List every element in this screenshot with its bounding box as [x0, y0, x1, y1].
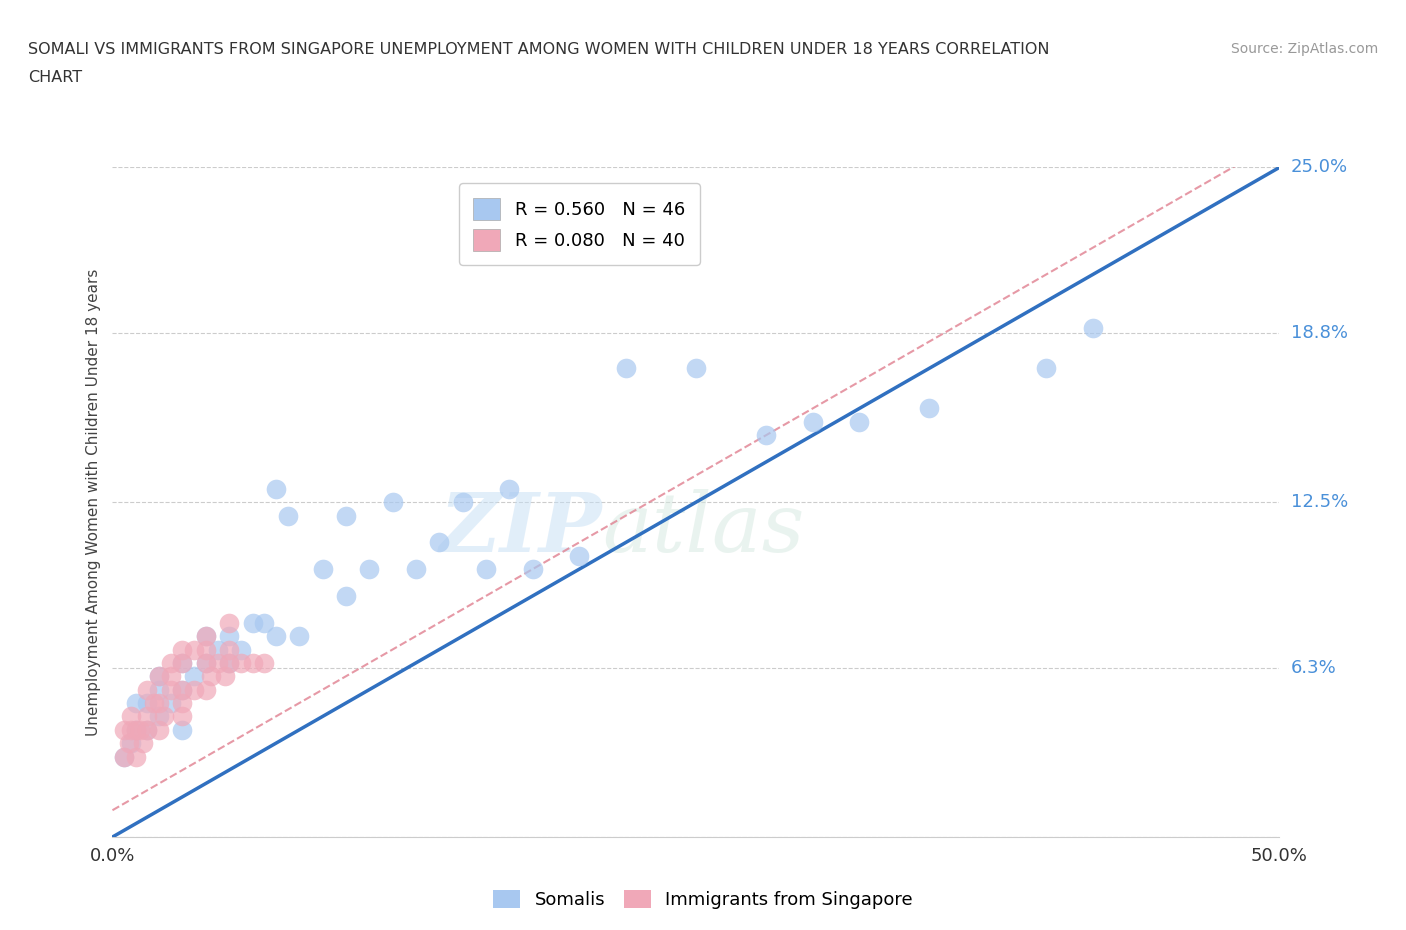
- Point: [264, 482, 287, 497]
- Text: 25.0%: 25.0%: [1291, 158, 1348, 177]
- Point: [218, 656, 240, 671]
- Point: [288, 629, 311, 644]
- Point: [112, 750, 135, 764]
- Point: [125, 723, 148, 737]
- Point: [229, 656, 252, 671]
- Point: [129, 723, 152, 737]
- Point: [229, 642, 252, 657]
- Point: [381, 495, 404, 510]
- Point: [276, 508, 298, 523]
- Text: 6.3%: 6.3%: [1291, 659, 1336, 677]
- Point: [194, 656, 217, 671]
- Point: [125, 723, 148, 737]
- Point: [125, 696, 148, 711]
- Point: [183, 669, 205, 684]
- Point: [498, 482, 520, 497]
- Text: 18.8%: 18.8%: [1291, 325, 1347, 342]
- Point: [120, 723, 142, 737]
- Point: [405, 562, 427, 577]
- Point: [568, 549, 591, 564]
- Point: [148, 683, 170, 698]
- Text: Source: ZipAtlas.com: Source: ZipAtlas.com: [1230, 42, 1378, 56]
- Point: [136, 709, 159, 724]
- Point: [172, 683, 194, 698]
- Point: [475, 562, 498, 577]
- Text: 12.5%: 12.5%: [1291, 493, 1348, 512]
- Point: [136, 723, 159, 737]
- Point: [136, 723, 159, 737]
- Point: [160, 656, 183, 671]
- Point: [172, 656, 194, 671]
- Point: [118, 736, 141, 751]
- Point: [194, 629, 217, 644]
- Point: [148, 669, 170, 684]
- Point: [207, 642, 229, 657]
- Point: [120, 709, 142, 724]
- Text: SOMALI VS IMMIGRANTS FROM SINGAPORE UNEMPLOYMENT AMONG WOMEN WITH CHILDREN UNDER: SOMALI VS IMMIGRANTS FROM SINGAPORE UNEM…: [28, 42, 1050, 57]
- Point: [125, 750, 148, 764]
- Point: [148, 696, 170, 711]
- Point: [183, 683, 205, 698]
- Point: [264, 629, 287, 644]
- Point: [172, 642, 194, 657]
- Point: [451, 495, 474, 510]
- Point: [848, 415, 870, 430]
- Point: [148, 709, 170, 724]
- Point: [172, 656, 194, 671]
- Point: [194, 629, 217, 644]
- Text: atlas: atlas: [603, 489, 806, 569]
- Point: [218, 616, 240, 631]
- Point: [132, 736, 155, 751]
- Point: [112, 750, 135, 764]
- Point: [194, 683, 217, 698]
- Point: [194, 656, 217, 671]
- Point: [136, 696, 159, 711]
- Point: [1035, 361, 1057, 376]
- Point: [311, 562, 333, 577]
- Point: [253, 616, 276, 631]
- Point: [160, 696, 183, 711]
- Point: [335, 508, 357, 523]
- Point: [172, 709, 194, 724]
- Point: [1081, 321, 1104, 336]
- Point: [148, 669, 170, 684]
- Text: ZIP: ZIP: [440, 489, 603, 569]
- Point: [685, 361, 707, 376]
- Point: [253, 656, 276, 671]
- Point: [112, 723, 135, 737]
- Point: [120, 736, 142, 751]
- Point: [335, 589, 357, 604]
- Point: [755, 428, 778, 443]
- Point: [148, 723, 170, 737]
- Point: [242, 656, 264, 671]
- Point: [172, 683, 194, 698]
- Point: [218, 642, 240, 657]
- Legend: R = 0.560   N = 46, R = 0.080   N = 40: R = 0.560 N = 46, R = 0.080 N = 40: [458, 183, 700, 265]
- Point: [153, 709, 176, 724]
- Point: [242, 616, 264, 631]
- Point: [200, 669, 222, 684]
- Point: [194, 642, 217, 657]
- Point: [183, 642, 205, 657]
- Legend: Somalis, Immigrants from Singapore: Somalis, Immigrants from Singapore: [486, 883, 920, 916]
- Point: [207, 656, 229, 671]
- Point: [918, 401, 941, 416]
- Point: [218, 656, 240, 671]
- Point: [427, 535, 450, 550]
- Point: [522, 562, 544, 577]
- Point: [136, 683, 159, 698]
- Point: [801, 415, 824, 430]
- Y-axis label: Unemployment Among Women with Children Under 18 years: Unemployment Among Women with Children U…: [86, 269, 101, 736]
- Point: [614, 361, 637, 376]
- Point: [143, 696, 166, 711]
- Point: [359, 562, 381, 577]
- Point: [172, 723, 194, 737]
- Point: [214, 669, 236, 684]
- Point: [160, 669, 183, 684]
- Point: [218, 629, 240, 644]
- Text: CHART: CHART: [28, 70, 82, 85]
- Point: [172, 696, 194, 711]
- Point: [160, 683, 183, 698]
